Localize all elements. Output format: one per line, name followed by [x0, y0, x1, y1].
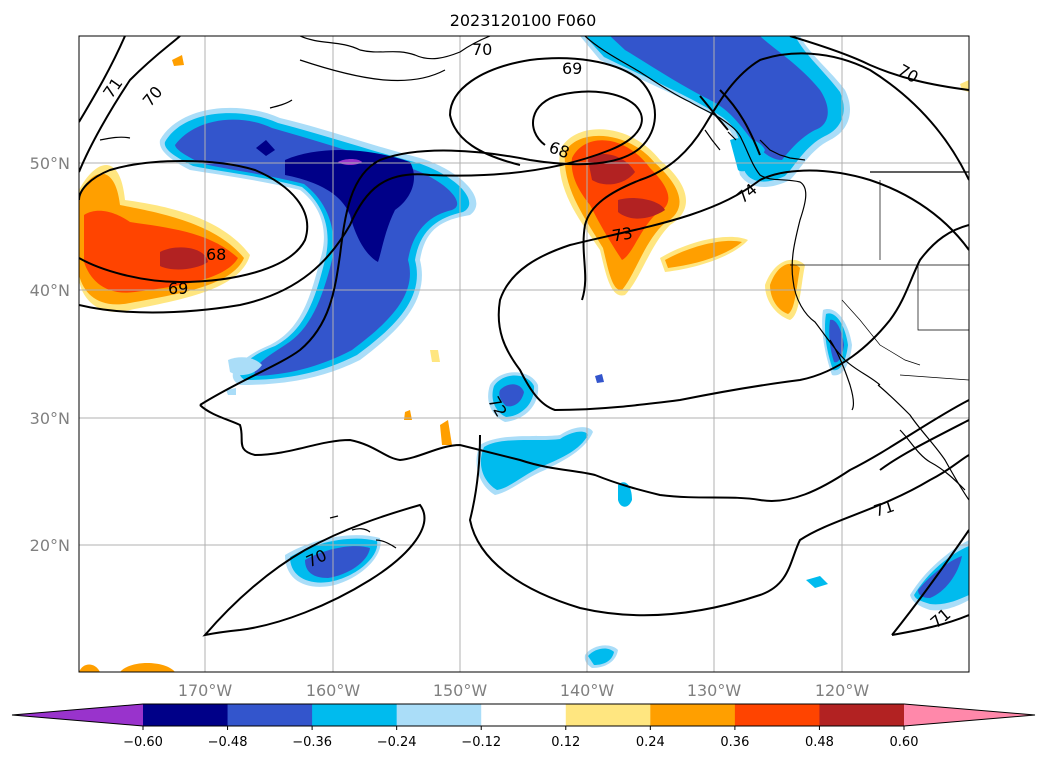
contour-label: 69: [168, 279, 188, 298]
colorbar-tick-label: −0.24: [377, 735, 417, 750]
contour-label: 68: [206, 245, 226, 264]
warm-patches: [79, 55, 969, 672]
map-frame: [78, 35, 970, 673]
colorbar-tick-label: 0.24: [636, 735, 665, 750]
colorbar-tick-label: 0.36: [720, 735, 749, 750]
colorbar-tick-label: 0.48: [805, 735, 834, 750]
colorbar: −0.60 −0.48 −0.36 −0.24 −0.12 0.12 0.24 0.36 0.4…: [11, 703, 1036, 750]
colorbar-segment: [650, 704, 736, 726]
state-borders: [790, 180, 969, 381]
colorbar-extend-min: [12, 704, 143, 726]
colorbar-segment: [227, 704, 313, 726]
colorbar-tick-label: −0.36: [292, 735, 332, 750]
lon-label: 140°W: [560, 681, 615, 700]
contour-label: 69: [562, 59, 582, 78]
colorbar-tick-label: 0.12: [551, 735, 580, 750]
colorbar-ticks: −0.60 −0.48 −0.36 −0.24 −0.12 0.12 0.24 0.36 0.4…: [123, 726, 918, 750]
colorbar-extend-max: [904, 704, 1035, 726]
longitude-labels: 170°W 160°W 150°W 140°W 130°W 120°W: [178, 681, 870, 700]
lon-label: 120°W: [815, 681, 870, 700]
lon-label: 150°W: [433, 681, 488, 700]
lat-label: 20°N: [30, 536, 70, 555]
colorbar-segment: [734, 704, 820, 726]
latitude-labels: 50°N 40°N 30°N 20°N: [30, 154, 70, 555]
colorbar-tick-label: −0.12: [461, 735, 501, 750]
colorbar-segment: [312, 704, 398, 726]
coastlines: [99, 36, 969, 549]
warm-anomaly-north: [559, 129, 687, 296]
colorbar-segment: [481, 704, 567, 726]
colorbar-segment: [396, 704, 482, 726]
lon-label: 170°W: [178, 681, 233, 700]
map-title: 2023120100 F060: [450, 11, 597, 30]
lon-label: 130°W: [687, 681, 742, 700]
map-area: 71 70 70 69 68 68 69 73 74 72 70 70 71 7…: [79, 36, 969, 672]
lat-label: 50°N: [30, 154, 70, 173]
colorbar-segment: [143, 704, 229, 726]
height-contours: [79, 36, 969, 637]
colorbar-segment: [819, 704, 905, 726]
lat-label: 30°N: [30, 409, 70, 428]
contour-label: 70: [472, 40, 492, 59]
colorbar-tick-label: 0.60: [890, 735, 919, 750]
lat-label: 40°N: [30, 281, 70, 300]
colorbar-tick-label: −0.48: [208, 735, 248, 750]
colorbar-segments: [143, 704, 905, 726]
lon-label: 160°W: [306, 681, 361, 700]
colorbar-segment: [565, 704, 651, 726]
contour-label: 73: [611, 223, 634, 245]
colorbar-tick-label: −0.60: [123, 735, 163, 750]
